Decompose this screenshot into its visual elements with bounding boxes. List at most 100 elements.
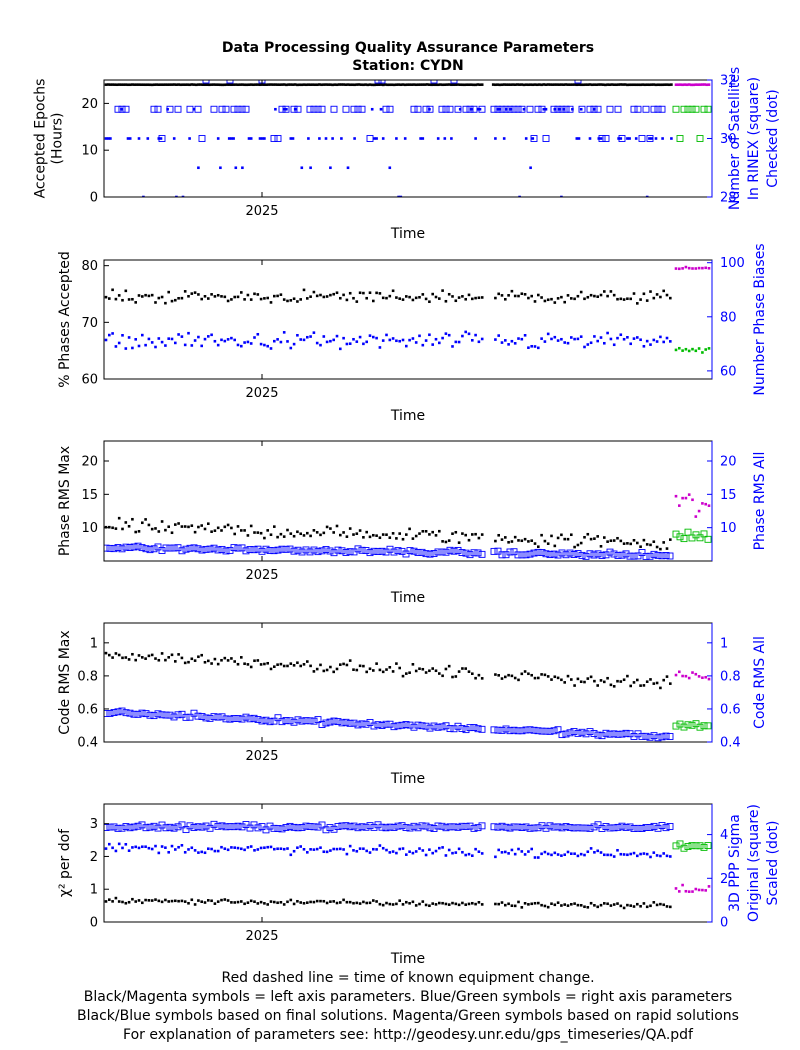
mark-code_rms-s0-98 xyxy=(428,669,431,673)
mark-phases-s0-92 xyxy=(408,295,411,299)
mark-epochs-s1-69 xyxy=(378,80,386,84)
mark-code_rms-s0-164 xyxy=(655,681,659,685)
mark-phase_rms-s0-146 xyxy=(596,535,599,538)
mark-epochs-s0-40 xyxy=(192,83,196,86)
mark-phases-s1-140 xyxy=(576,337,580,341)
mark-epochs-s0-155 xyxy=(445,83,449,86)
mark-epochs-s1-106 xyxy=(534,105,542,113)
mark-chi2-s1-32 xyxy=(230,823,238,831)
marks-phase_rms xyxy=(104,493,712,560)
mark-phases-s0-51 xyxy=(273,294,276,298)
mark-code_rms-s1-115 xyxy=(570,727,578,735)
mark-epochs-s0-165 xyxy=(467,83,471,87)
mark-phase_rms-s0-93 xyxy=(411,537,415,540)
mark-phase_rms-s0-56 xyxy=(289,532,293,535)
mark-epochs-s4-3 xyxy=(684,105,692,113)
mark-epochs-s0-31 xyxy=(172,83,176,86)
mark-chi2-s0-88 xyxy=(395,902,398,906)
mark-epochs-s0-144 xyxy=(421,83,425,86)
mark-chi2-s2-60 xyxy=(302,848,306,851)
mark-epochs-s2-81 xyxy=(282,107,286,111)
mark-phases-s0-97 xyxy=(424,297,428,301)
mark-phases-s1-35 xyxy=(220,338,223,342)
mark-epochs-s0-105 xyxy=(335,83,339,87)
mark-chi2-s2-39 xyxy=(233,846,236,849)
mark-epochs-s0-230 xyxy=(619,83,623,86)
mark-chi2-s2-49 xyxy=(266,845,269,849)
mark-phases-s0-142 xyxy=(583,297,586,301)
xlabel-phases: Time xyxy=(390,408,425,424)
mark-chi2-s1-1 xyxy=(106,823,114,831)
mark-phases-s0-23 xyxy=(180,296,184,300)
mark-phases-s1-77 xyxy=(358,335,362,339)
mark-phase_rms-s0-99 xyxy=(431,530,434,534)
mark-phases-s0-67 xyxy=(325,295,329,298)
mark-phases-s0-165 xyxy=(659,295,662,299)
mark-code_rms-s0-48 xyxy=(263,662,266,666)
mark-chi2-s0-116 xyxy=(497,902,500,906)
mark-epochs-s0-252 xyxy=(667,83,671,87)
mark-epochs-s2-170 xyxy=(478,107,482,111)
mark-chi2-s2-81 xyxy=(372,847,375,851)
mark-epochs-s1-32 xyxy=(230,105,238,113)
mark-epochs-s0-134 xyxy=(399,83,403,87)
mark-epochs-s0-212 xyxy=(579,83,583,87)
mark-phases-s0-94 xyxy=(414,296,418,300)
mark-phase_rms-s1-15 xyxy=(162,544,170,552)
mark-phase_rms-s1-93 xyxy=(474,549,482,557)
mark-code_rms-s0-52 xyxy=(276,663,279,666)
mark-code_rms-s1-74 xyxy=(398,721,406,729)
mark-code_rms-s0-160 xyxy=(642,684,646,687)
mark-code_rms-s1-92 xyxy=(470,724,478,731)
mark-epochs-s0-164 xyxy=(465,83,469,86)
mark-epochs-s0-243 xyxy=(648,83,651,87)
mark-code_rms-s0-121 xyxy=(513,676,517,680)
mark-epochs-s0-1 xyxy=(106,83,110,86)
mark-phases-s0-91 xyxy=(405,295,408,298)
mark-phases-s0-95 xyxy=(418,295,421,299)
mark-phases-s1-34 xyxy=(216,343,220,347)
footer-line-2: Black/Magenta symbols = left axis parame… xyxy=(84,989,732,1005)
mark-epochs-s1-70 xyxy=(382,105,390,113)
mark-chi2-s2-110 xyxy=(467,852,471,856)
mark-chi2-s0-152 xyxy=(616,902,619,905)
mark-phases-s1-146 xyxy=(596,339,599,343)
mark-code_rms-s0-149 xyxy=(606,676,609,680)
mark-epochs-s0-3 xyxy=(111,83,114,86)
mark-chi2-s1-3 xyxy=(114,824,122,832)
mark-chi2-s4-7 xyxy=(700,843,708,851)
mark-phase_rms-s0-9 xyxy=(134,530,137,534)
mark-epochs-s0-124 xyxy=(377,83,381,86)
mark-chi2-s1-105 xyxy=(530,824,538,832)
mark-chi2-s1-124 xyxy=(606,824,614,832)
mark-epochs-s0-236 xyxy=(632,83,636,87)
mark-epochs-s2-107 xyxy=(340,137,343,140)
mark-epochs-s1-84 xyxy=(438,105,446,113)
mark-phase_rms-s0-10 xyxy=(137,530,141,533)
mark-phase_rms-s1-85 xyxy=(442,548,450,556)
mark-phases-s0-83 xyxy=(378,292,382,295)
mark-chi2-s0-101 xyxy=(438,901,441,905)
mark-chi2-s1-112 xyxy=(558,824,566,832)
mark-phase_rms-s1-26 xyxy=(206,545,214,553)
mark-phase_rms-s0-157 xyxy=(632,538,636,542)
mark-epochs-s0-0 xyxy=(104,83,108,86)
mark-epochs-s0-250 xyxy=(663,83,667,86)
mark-phase_rms-s0-77 xyxy=(358,529,362,532)
mark-epochs-s0-78 xyxy=(276,83,279,86)
mark-code_rms-s0-92 xyxy=(408,671,411,675)
mark-epochs-s0-137 xyxy=(406,83,409,86)
mark-chi2-s2-73 xyxy=(345,852,349,856)
mark-epochs-s1-135 xyxy=(650,105,658,113)
mark-chi2-s2-102 xyxy=(441,846,444,849)
mark-code_rms-s1-20 xyxy=(182,713,190,721)
mark-phases-s1-95 xyxy=(418,334,421,338)
footer: Red dashed line = time of known equipmen… xyxy=(77,970,739,1043)
mark-phases-s1-141 xyxy=(579,335,583,338)
mark-code_rms-s1-68 xyxy=(374,721,382,729)
mark-chi2-s0-4 xyxy=(117,900,121,903)
mark-chi2-s2-80 xyxy=(368,851,372,854)
mark-epochs-s2-66 xyxy=(249,137,253,140)
mark-epochs-s0-92 xyxy=(307,83,310,86)
